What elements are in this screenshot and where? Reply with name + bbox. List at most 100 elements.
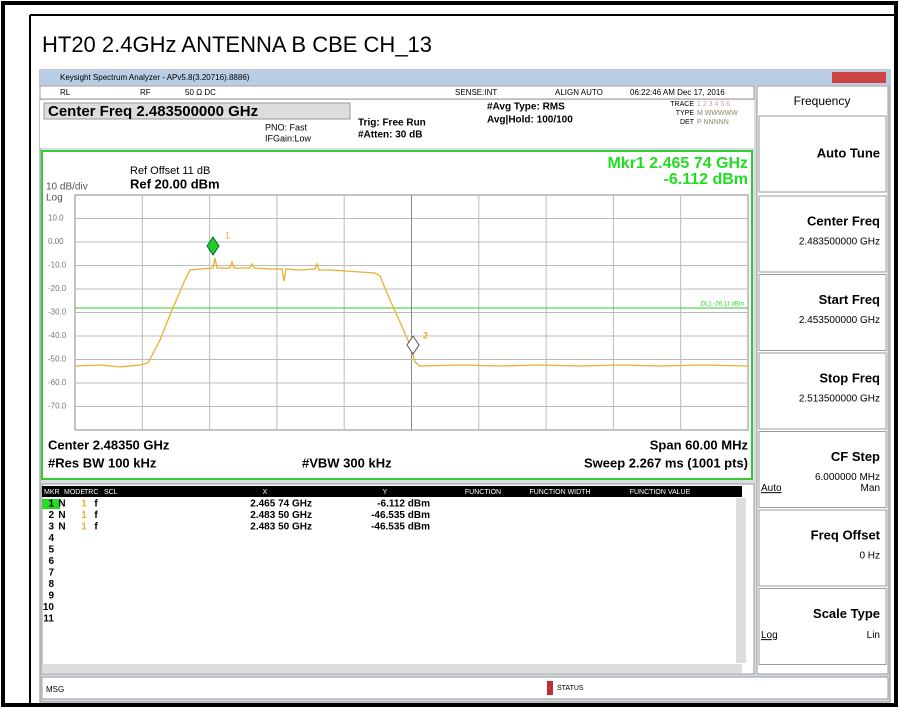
toolbar-sense: SENSE:INT	[455, 88, 497, 97]
cell: 5	[48, 545, 54, 556]
cell: 4	[48, 533, 54, 544]
footer-vbw: #VBW 300 kHz	[302, 455, 392, 470]
trace	[74, 257, 749, 368]
cell: 8	[48, 579, 54, 590]
header-ifgain: IFGain:Low	[265, 133, 312, 143]
grid: 10.0 0.00 -10.0 -20.0 -30.0 -40.0 -50.0 -60.0 -7…	[48, 194, 749, 431]
cell: f	[94, 499, 98, 510]
menu-option[interactable]: Auto	[761, 483, 782, 494]
menu-value: 2.483500000 GHz	[799, 237, 880, 248]
menu-button[interactable]	[758, 509, 887, 587]
menu-button[interactable]	[758, 352, 887, 430]
scale: 10 dB/div	[46, 182, 88, 193]
y-label: -40.0	[48, 331, 67, 340]
y-label: -70.0	[48, 402, 67, 411]
marker-1[interactable]	[206, 236, 220, 256]
h-scrollbar[interactable]	[42, 664, 742, 673]
menu-button[interactable]	[758, 588, 887, 665]
ref-level: Ref 20.00 dBm	[130, 176, 220, 191]
marker-level: -6.112 dBm	[664, 171, 748, 188]
status-icon	[547, 681, 553, 695]
table-body: MKR MODE TRC SCL X Y FUNCTION FUNCTION WIDTH FUN…	[42, 489, 691, 625]
scrollbar[interactable]	[736, 498, 746, 663]
cell: f	[94, 522, 98, 533]
header-trace-nums: 1 2 3 4 5 6	[697, 101, 730, 108]
y-label: -10.0	[48, 261, 67, 270]
footer-span: Span 60.00 MHz	[650, 437, 749, 452]
header-det: DET	[680, 119, 695, 126]
column-header: MODE	[64, 489, 85, 496]
menu-option[interactable]: Log	[761, 630, 778, 641]
y-label: -50.0	[48, 355, 67, 364]
toolbar-rl: RL	[60, 88, 71, 97]
center-freq-box[interactable]	[43, 102, 351, 120]
row-highlight	[42, 499, 60, 509]
cell: 1	[81, 522, 87, 533]
cell: 2.483 50 GHz	[250, 510, 312, 521]
menu-label: CF Step	[831, 449, 880, 464]
footer-rbw: #Res BW 100 kHz	[48, 455, 157, 470]
column-header: FUNCTION VALUE	[630, 489, 691, 496]
y-label: -60.0	[48, 378, 67, 387]
column-header: TRC	[84, 489, 98, 496]
menu-button[interactable]	[758, 274, 887, 351]
cell: 1	[81, 499, 87, 510]
cell: 10	[43, 602, 55, 613]
menu-button[interactable]	[758, 115, 887, 193]
cell: 9	[48, 591, 54, 602]
menu-option[interactable]: Lin	[867, 630, 880, 641]
header-center-freq: Center Freq 2.483500000 GHz	[48, 103, 258, 120]
menu-label: Center Freq	[807, 213, 880, 228]
header-trig: Trig: Free Run	[358, 118, 426, 129]
cell: 7	[48, 568, 54, 579]
cell: 1	[81, 510, 87, 521]
page-title: HT20 2.4GHz ANTENNA B CBE CH_13	[42, 32, 432, 57]
status-msg: MSG	[46, 685, 64, 694]
window-titlebar	[40, 70, 890, 85]
cell: N	[58, 522, 65, 533]
status-status: STATUS	[557, 685, 584, 692]
menu-label: Freq Offset	[811, 527, 881, 542]
status-bar	[41, 676, 889, 700]
toolbar-coupling: 50 Ω DC	[185, 88, 216, 97]
menu-items: Auto Tune Center Freq 2.483500000 GHz Start…	[758, 115, 887, 665]
table-header	[42, 486, 742, 497]
window-controls[interactable]	[832, 72, 886, 83]
toolbar-rf: RF	[140, 88, 151, 97]
menu-value: 2.513500000 GHz	[799, 394, 880, 405]
scale-log: Log	[46, 193, 63, 204]
column-header: SCL	[104, 489, 118, 496]
header-det-vals: P NNNNN	[697, 119, 729, 126]
cell: N	[58, 499, 65, 510]
column-header: Y	[383, 489, 388, 496]
marker-freq: Mkr1 2.465 74 GHz	[607, 155, 748, 172]
menu-title: Frequency	[794, 94, 851, 108]
marker-2[interactable]	[406, 335, 420, 355]
menu-label: Auto Tune	[817, 145, 880, 160]
cell: N	[58, 510, 65, 521]
menu-label: Start Freq	[819, 292, 880, 307]
cell: 2	[48, 510, 54, 521]
column-header: FUNCTION	[465, 489, 501, 496]
toolbar-align: ALIGN AUTO	[555, 88, 603, 97]
header-pno: PNO: Fast	[265, 122, 308, 132]
menu-label: Scale Type	[813, 606, 880, 621]
menu-label: Stop Freq	[819, 370, 880, 385]
header-atten: #Atten: 30 dB	[358, 130, 422, 141]
toolbar-datetime: 06:22:46 AM Dec 17, 2016	[630, 88, 725, 97]
menu-value: 2.453500000 GHz	[799, 315, 880, 326]
cell: 2.465 74 GHz	[250, 499, 312, 510]
header-trace: TRACE	[670, 101, 694, 108]
marker-table	[41, 483, 755, 675]
cell: 6	[48, 556, 54, 567]
header-type: TYPE	[676, 110, 695, 117]
y-label: -30.0	[48, 308, 67, 317]
menu-button[interactable]	[758, 431, 887, 508]
marker-2-label: 2	[423, 330, 428, 340]
menu-option[interactable]: Man	[861, 483, 880, 494]
cell: 11	[43, 614, 54, 625]
cell: -46.535 dBm	[371, 510, 430, 521]
menu-button[interactable]	[758, 195, 887, 273]
